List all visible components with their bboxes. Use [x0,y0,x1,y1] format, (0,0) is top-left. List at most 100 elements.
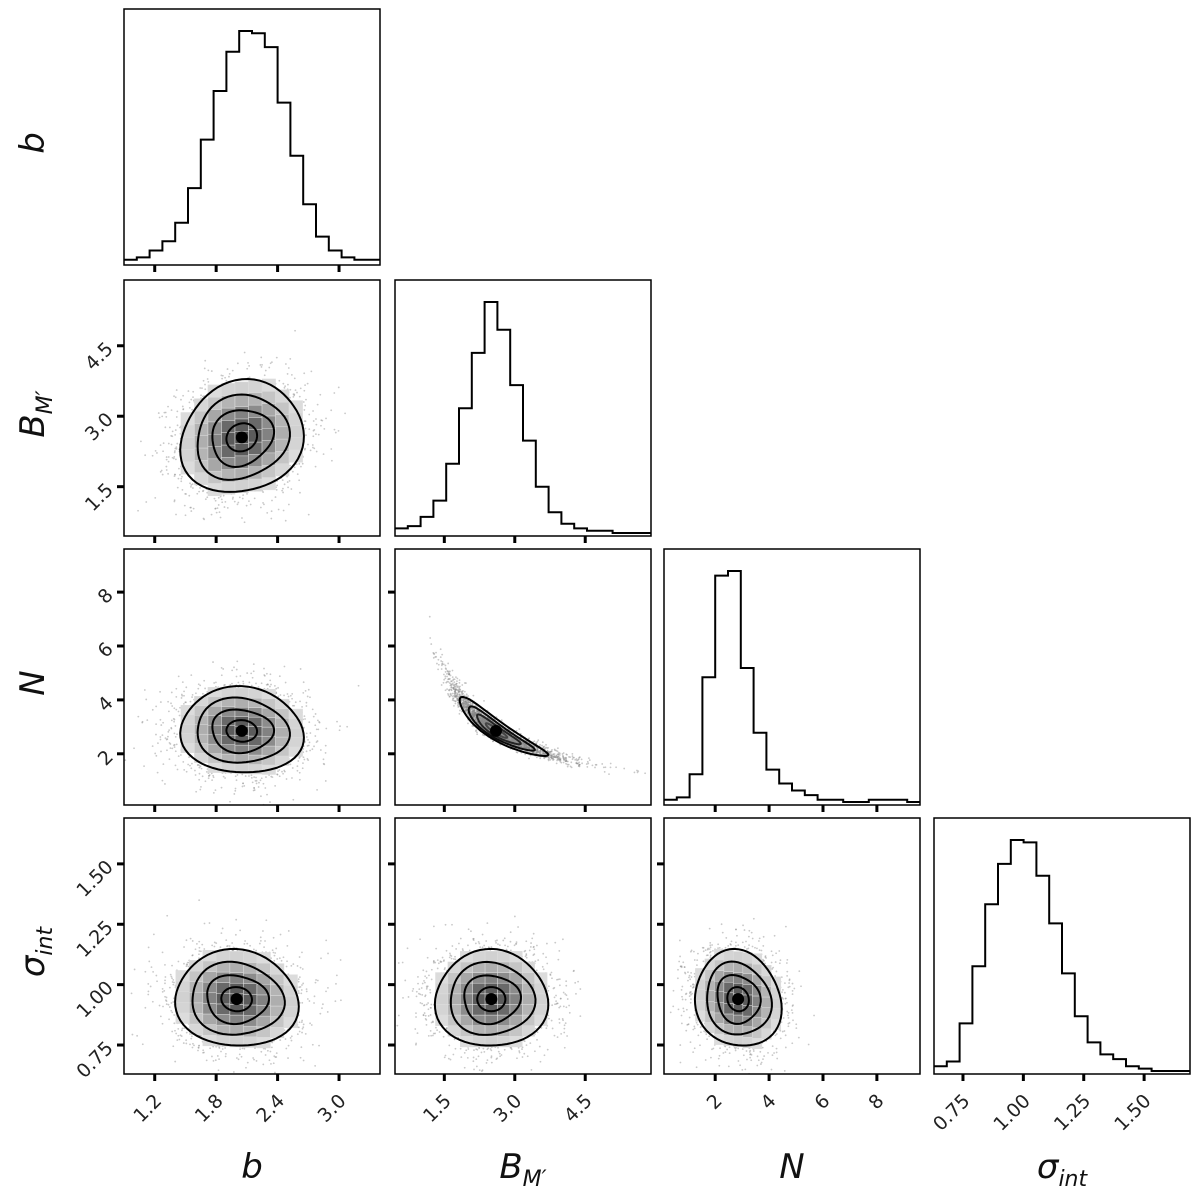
sample-point [175,389,178,391]
sample-point [157,742,159,745]
sample-point [226,368,229,370]
sample-point [174,750,177,753]
sample-point [217,496,220,499]
sample-point [457,704,459,707]
sample-point [246,672,249,674]
sample-point [155,723,158,726]
sample-point [232,496,234,499]
sample-point [294,809,296,811]
sample-point [287,503,290,506]
sample-point [520,745,523,748]
sample-point [184,492,187,495]
sample-point [303,389,306,392]
sample-point [536,749,539,752]
sample-point [162,721,165,724]
sample-point [454,687,457,690]
sample-point [177,755,180,758]
sample-point [321,419,324,422]
sample-point [536,748,538,751]
sample-point [558,759,561,762]
sample-point [576,762,578,765]
sample-point [162,450,164,453]
sample-point [257,786,260,788]
sample-point [528,737,530,740]
sample-point [304,420,307,423]
sample-point [279,694,282,696]
sample-point [566,760,569,763]
sample-point [437,658,440,661]
sample-point [175,416,178,418]
contour-1sigma [211,708,276,755]
sample-point [564,758,567,760]
sample-point [262,782,265,785]
sample-point [175,708,178,711]
sample-point [213,682,216,684]
sample-point [171,747,174,750]
sample-point [274,811,276,813]
sample-point [286,373,289,375]
sample-point [270,517,273,520]
sample-point [270,775,273,778]
histogram-b [124,30,380,261]
sample-point [234,789,237,792]
sample-point [550,750,553,753]
sample-point [269,679,272,682]
histogram-sigma [934,839,1190,1072]
sample-point [311,708,314,711]
sample-point [253,786,255,789]
sample-point [520,745,523,748]
sample-point [311,748,314,751]
sample-point [242,782,244,785]
sample-point [174,764,177,767]
sample-point [167,700,169,703]
sample-point [236,660,239,663]
sample-point [167,472,169,475]
sample-point [199,387,202,389]
sample-point [466,704,469,707]
sample-point [302,726,305,729]
sample-point [277,508,280,511]
sample-point [175,687,178,690]
sample-point [453,704,455,707]
sample-point [325,417,327,420]
sample-point [275,687,278,690]
sample-point [168,729,171,732]
sample-point [337,386,340,389]
sample-point [191,762,193,765]
density-cell [288,727,303,738]
sample-point [154,496,157,499]
sample-point [289,694,292,697]
sample-point [174,396,177,399]
sample-point [264,369,267,372]
sample-point [262,502,264,504]
sample-point [190,484,193,486]
sample-point [265,672,268,675]
sample-point [269,673,272,676]
sample-point [451,682,454,685]
sample-point [263,667,265,670]
sample-point [222,494,225,497]
sample-point [304,689,307,692]
density-cell [288,737,303,748]
joint-b-N [124,660,360,813]
sample-point [270,510,273,513]
sample-point [297,760,300,762]
sample-point [266,683,269,686]
density-cell [207,724,222,735]
sample-point [133,747,135,750]
sample-point [307,744,310,747]
sample-point [339,725,341,728]
sample-point [204,498,207,501]
sample-point [556,756,558,758]
sample-point [160,469,163,472]
sample-point [231,498,234,500]
sample-point [299,491,301,494]
sample-point [303,420,306,423]
density-cell [234,381,249,395]
sample-point [305,434,307,436]
sample-point [204,780,207,783]
sample-point [161,415,164,418]
sample-point [290,488,293,490]
sample-point [519,745,522,748]
sample-point [143,689,146,691]
